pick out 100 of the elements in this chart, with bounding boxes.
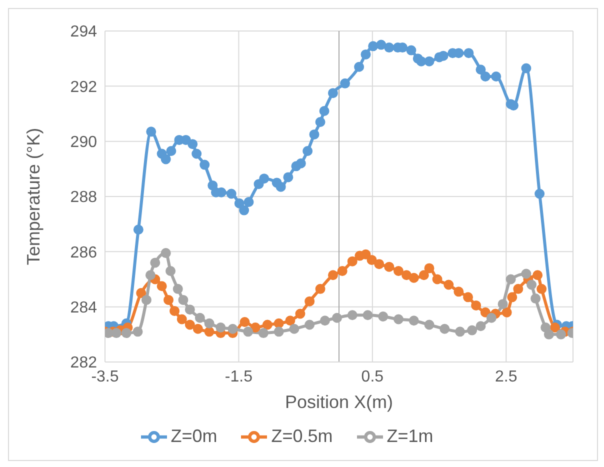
legend-label: Z=1m	[386, 426, 434, 446]
point	[216, 322, 226, 333]
point	[146, 126, 156, 137]
point	[476, 64, 486, 75]
point	[480, 307, 490, 318]
point	[438, 50, 448, 61]
y-tick-label: 288	[70, 189, 98, 206]
point	[141, 294, 152, 305]
y-tick-label: 292	[70, 78, 98, 96]
point	[239, 205, 250, 216]
point	[374, 259, 384, 270]
point	[243, 326, 254, 337]
point	[328, 88, 338, 98]
point	[295, 308, 306, 319]
point	[304, 296, 315, 306]
point	[319, 106, 330, 116]
point	[289, 324, 300, 334]
point	[360, 49, 371, 60]
point	[296, 158, 306, 168]
point	[507, 292, 518, 302]
point	[274, 318, 284, 328]
point	[337, 266, 348, 276]
point	[544, 329, 554, 340]
point	[258, 328, 268, 338]
point	[406, 45, 416, 56]
point	[508, 100, 518, 110]
point	[521, 268, 532, 279]
point	[302, 146, 313, 156]
point	[366, 254, 377, 265]
point	[440, 324, 450, 334]
point	[192, 148, 202, 159]
point	[408, 272, 419, 283]
point	[164, 294, 174, 305]
point	[347, 256, 358, 266]
point	[332, 312, 342, 323]
point	[384, 262, 394, 272]
y-tick-label: 284	[70, 300, 98, 317]
point	[394, 266, 404, 276]
point	[315, 284, 326, 294]
point	[480, 72, 490, 82]
point	[526, 280, 537, 290]
point	[285, 316, 296, 326]
y-tick-label: 294	[70, 24, 98, 41]
point	[354, 62, 364, 72]
point	[166, 266, 176, 276]
point	[432, 274, 442, 284]
point	[184, 304, 195, 315]
point	[408, 316, 419, 326]
point	[534, 188, 545, 199]
point	[178, 294, 188, 305]
point	[276, 182, 286, 192]
point	[467, 325, 478, 336]
point	[132, 326, 143, 337]
point	[234, 198, 244, 208]
point	[226, 188, 236, 199]
legend-label: Z=0.5m	[271, 426, 333, 446]
point	[244, 197, 254, 208]
point	[160, 248, 171, 258]
point	[502, 307, 512, 318]
point	[204, 326, 214, 337]
point	[150, 258, 160, 268]
point	[384, 42, 394, 53]
point	[304, 320, 315, 330]
x-tick-label: 2.5	[495, 368, 518, 386]
point	[530, 294, 541, 304]
point	[360, 249, 371, 260]
point	[133, 224, 144, 235]
point	[486, 312, 496, 323]
point	[463, 292, 474, 302]
point	[424, 320, 434, 330]
point	[188, 139, 198, 150]
point	[368, 41, 378, 52]
point	[464, 48, 474, 58]
point	[111, 328, 122, 338]
point	[309, 129, 320, 140]
legend-label: Z=0m	[170, 426, 218, 446]
point	[418, 270, 429, 280]
point	[532, 270, 543, 280]
point	[328, 270, 338, 280]
point	[521, 63, 532, 74]
point	[506, 274, 516, 284]
point	[240, 317, 250, 328]
point	[394, 314, 404, 324]
point	[145, 270, 156, 280]
point	[192, 324, 203, 334]
point	[315, 117, 326, 128]
x-axis-title: Position X(m)	[284, 392, 394, 412]
point	[376, 40, 386, 50]
point	[378, 311, 388, 322]
y-tick-label: 290	[70, 134, 98, 152]
x-tick-label: -1.5	[224, 368, 253, 386]
point	[259, 174, 270, 184]
point	[274, 326, 284, 337]
point	[283, 172, 294, 182]
point	[250, 322, 260, 333]
point	[156, 281, 167, 292]
point	[498, 299, 508, 310]
point	[170, 306, 180, 316]
point	[550, 322, 560, 333]
point	[476, 321, 486, 332]
